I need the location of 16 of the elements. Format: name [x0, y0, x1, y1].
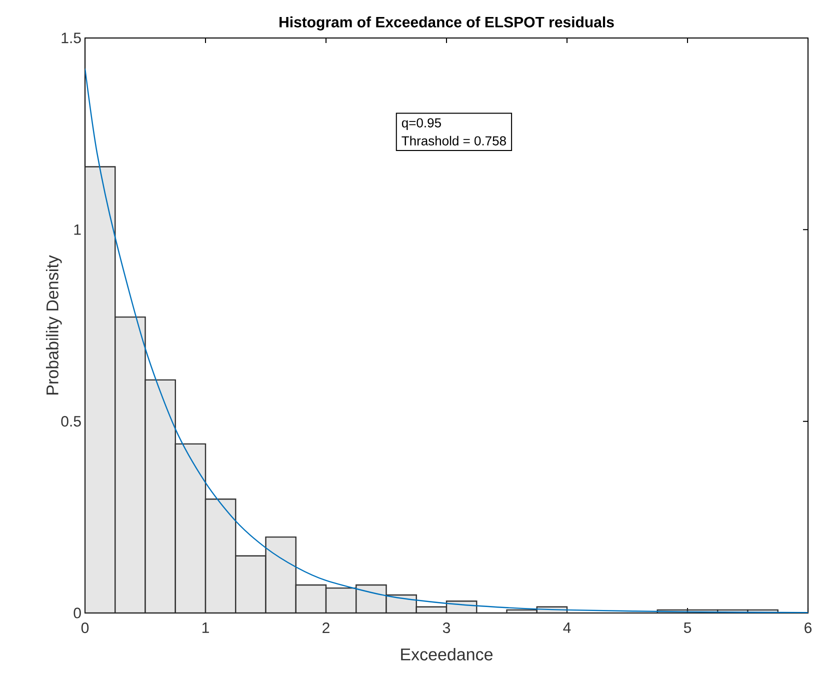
annotation: Thrashold = 0.758 [402, 136, 506, 146]
x-axis-title: Exceedance [401, 648, 493, 660]
y-axis-title: Probability Density [46, 255, 62, 394]
y-tick-label: 1.5 [62, 32, 81, 44]
x-tick-label: 4 [563, 622, 571, 633]
x-tick-label: 5 [684, 622, 692, 633]
x-tick-label: 1 [202, 622, 209, 633]
x-tick-label: 6 [804, 622, 812, 634]
annotation: q=0.95 [402, 118, 441, 130]
x-tick-label: 2 [322, 622, 330, 633]
y-tick-label: 0.5 [61, 416, 81, 427]
x-tick-label: 3 [442, 622, 450, 634]
x-tick-label: 0 [81, 622, 89, 634]
y-tick-label: 0 [74, 608, 81, 618]
y-tick-label: 1 [74, 224, 81, 235]
chart-title: Histogram of Exceedance of ELSPOT residuals [280, 16, 614, 30]
